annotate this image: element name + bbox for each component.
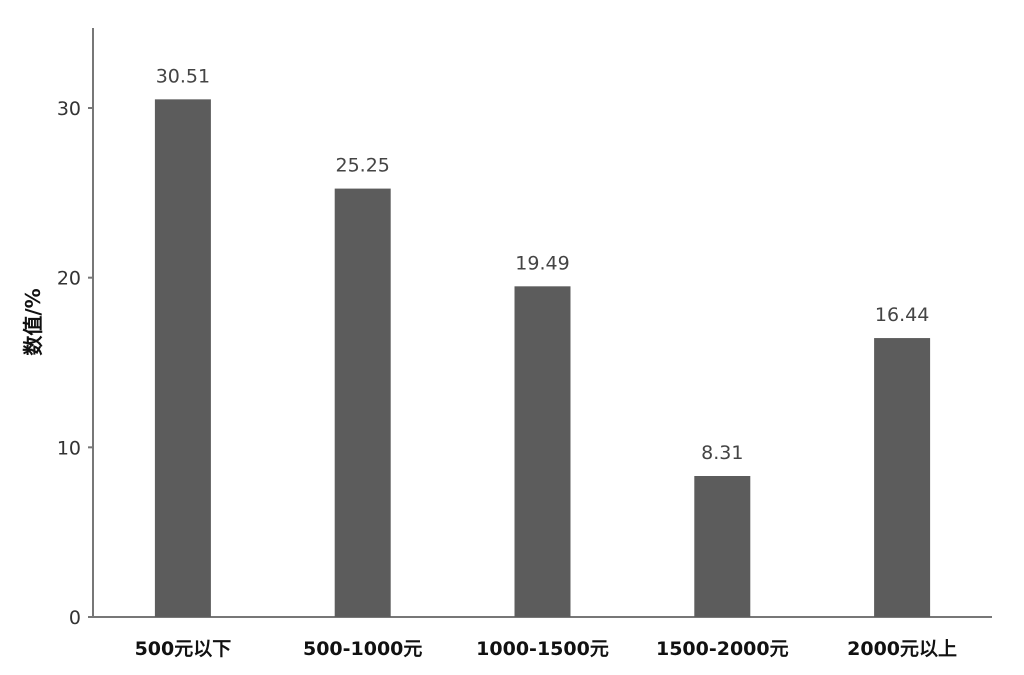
y-tick-label: 10: [57, 437, 81, 459]
y-ticks: 0 10 20 30: [57, 98, 93, 629]
x-category-label: 1500-2000元: [656, 638, 789, 660]
x-category-label: 2000元以上: [847, 638, 957, 660]
bar: [694, 476, 751, 617]
bar: [334, 188, 391, 617]
data-label: 30.51: [156, 65, 210, 87]
y-tick-label: 0: [69, 607, 81, 629]
data-label: 16.44: [875, 304, 929, 326]
data-label: 25.25: [335, 155, 389, 177]
x-category-label: 500元以下: [135, 638, 232, 660]
x-category-label: 1000-1500元: [476, 638, 609, 660]
bar: [874, 338, 931, 617]
category-labels: 500元以下 500-1000元 1000-1500元 1500-2000元 2000元…: [135, 638, 957, 660]
y-tick-label: 30: [57, 98, 81, 120]
bars: [154, 99, 931, 618]
data-label: 8.31: [701, 442, 743, 464]
data-label: 19.49: [515, 252, 569, 274]
y-tick-label: 20: [57, 268, 81, 290]
y-axis-title: 数值/%: [21, 288, 45, 355]
bar: [154, 99, 211, 618]
x-category-label: 500-1000元: [303, 638, 422, 660]
bar: [514, 286, 571, 617]
data-labels: 30.51 25.25 19.49 8.31 16.44: [156, 65, 930, 464]
